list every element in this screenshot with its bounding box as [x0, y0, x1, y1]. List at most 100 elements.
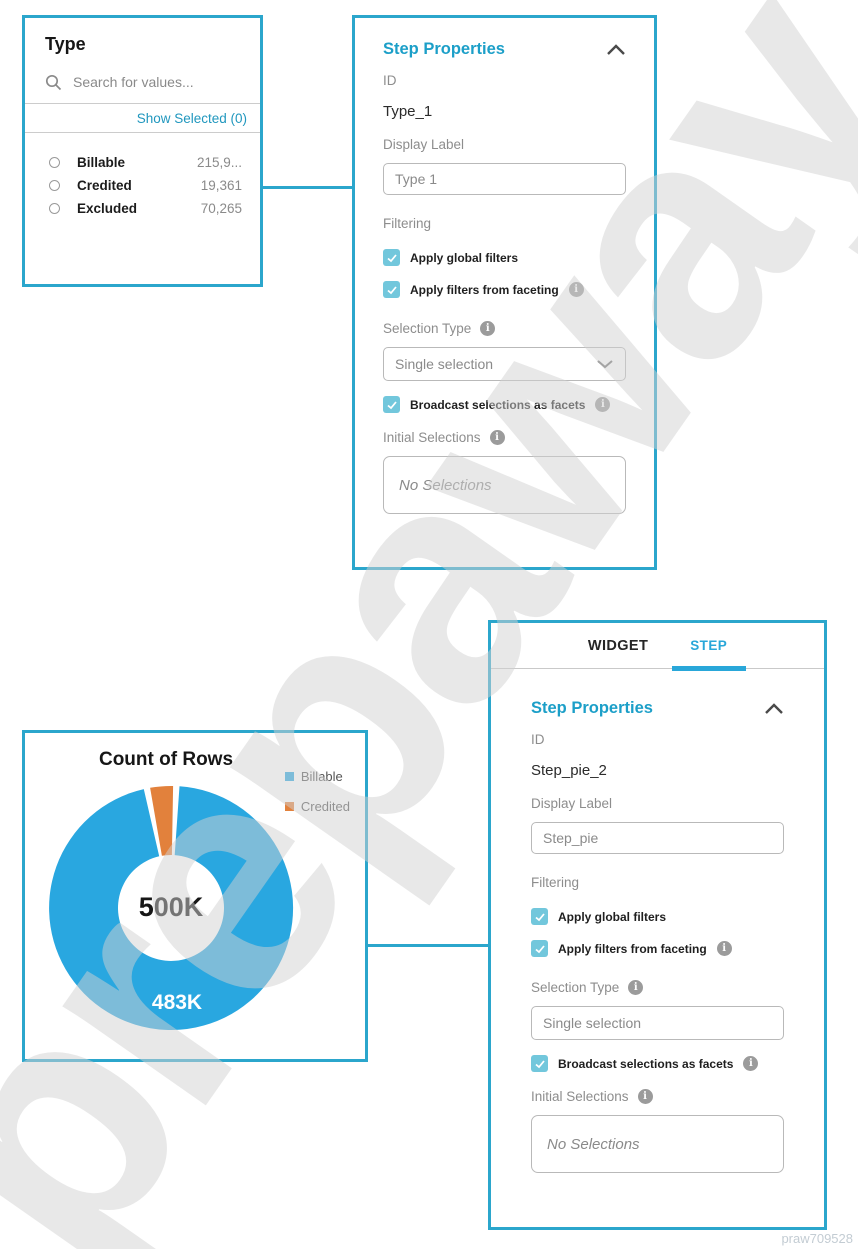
display-label: Display Label: [531, 796, 613, 811]
display-label-field[interactable]: Step_pie: [531, 822, 784, 854]
checkbox-label: Broadcast selections as facets: [558, 1056, 734, 1071]
checkbox-checked-icon[interactable]: [531, 940, 548, 957]
selection-type-dropdown[interactable]: Single selection: [531, 1006, 784, 1040]
legend-label: Billable: [300, 769, 343, 784]
selection-type-dropdown[interactable]: Single selection: [383, 347, 626, 381]
chevron-up-icon[interactable]: [764, 702, 784, 715]
checkbox-checked-icon[interactable]: [531, 908, 548, 925]
legend-swatch-icon: [284, 802, 294, 811]
info-icon[interactable]: [595, 397, 611, 412]
donut-chart-widget: Count of Rows Billable Credited 500K 483…: [22, 730, 368, 1062]
initial-selections-box[interactable]: No Selections: [531, 1115, 784, 1173]
panel-title: Step Properties: [531, 699, 653, 717]
id-value: Step_pie_2: [531, 762, 607, 779]
checkbox-checked-icon[interactable]: [383, 249, 400, 266]
info-icon[interactable]: [568, 282, 584, 297]
radio-icon[interactable]: [49, 180, 60, 191]
info-icon[interactable]: [637, 1089, 653, 1104]
selection-type-value: Single selection: [543, 1015, 642, 1031]
display-label-field[interactable]: Type 1: [383, 163, 626, 195]
checkbox-label: Apply filters from faceting: [410, 282, 559, 297]
divider: [25, 132, 260, 133]
checkbox-checked-icon[interactable]: [383, 281, 400, 298]
divider: [25, 103, 260, 104]
id-label: ID: [531, 732, 545, 747]
info-icon[interactable]: [480, 321, 496, 336]
radio-icon[interactable]: [49, 157, 60, 168]
display-label-value: Type 1: [395, 171, 438, 187]
selection-type-label: Selection Type: [531, 980, 620, 995]
list-item-count: 70,265: [200, 201, 242, 216]
list-item[interactable]: Excluded 70,265: [49, 201, 242, 216]
checkbox-label: Apply filters from faceting: [558, 941, 707, 956]
initial-selections-value: No Selections: [399, 476, 492, 494]
value-list: Billable 215,9... Credited 19,361 Exclud…: [25, 155, 260, 216]
initial-selections-value: No Selections: [547, 1135, 640, 1153]
list-item-label: Billable: [77, 155, 126, 170]
list-item-label: Credited: [77, 178, 132, 193]
widget-title: Type: [45, 34, 86, 54]
info-icon[interactable]: [743, 1056, 759, 1071]
list-item-count: 19,361: [200, 178, 242, 193]
donut-slice-value: 483K: [151, 991, 203, 1014]
checkbox-label: Broadcast selections as facets: [410, 397, 586, 412]
broadcast-selections-row: Broadcast selections as facets: [531, 1055, 784, 1072]
initial-selections-box[interactable]: No Selections: [383, 456, 626, 514]
donut-center-total: 500K: [138, 892, 204, 922]
legend-label: Credited: [300, 799, 350, 814]
selection-type-row: Selection Type: [383, 321, 626, 336]
checkbox-checked-icon[interactable]: [531, 1055, 548, 1072]
list-item[interactable]: Billable 215,9...: [49, 155, 242, 170]
initial-selections-row: Initial Selections: [531, 1089, 784, 1104]
chevron-down-icon: [596, 359, 614, 369]
checkbox-label: Apply global filters: [558, 909, 667, 924]
watermark-code: praw709528: [781, 1231, 853, 1246]
donut-slice-credited[interactable]: [150, 785, 174, 856]
broadcast-selections-row: Broadcast selections as facets: [383, 396, 626, 413]
info-icon[interactable]: [628, 980, 644, 995]
step-properties-panel-bottom: WIDGET STEP Step Properties ID Step_pie_…: [488, 620, 827, 1230]
search-input[interactable]: Search for values...: [45, 70, 240, 94]
connector-line-bottom: [368, 944, 488, 947]
apply-filters-faceting-row: Apply filters from faceting: [531, 940, 784, 957]
tab-widget[interactable]: WIDGET: [587, 637, 649, 654]
info-icon[interactable]: [716, 941, 732, 956]
initial-selections-label: Initial Selections: [383, 430, 481, 445]
connector-line-top: [263, 186, 352, 189]
search-placeholder: Search for values...: [73, 74, 194, 90]
selection-type-value: Single selection: [395, 356, 494, 372]
selection-type-row: Selection Type: [531, 980, 784, 995]
info-icon[interactable]: [489, 430, 505, 445]
initial-selections-row: Initial Selections: [383, 430, 626, 445]
checkbox-checked-icon[interactable]: [383, 396, 400, 413]
donut-chart: [49, 785, 294, 1031]
type-list-widget: Type Search for values... Show Selected …: [22, 15, 263, 287]
legend-swatch-icon: [284, 772, 294, 781]
legend-item-credited[interactable]: Credited: [284, 799, 350, 814]
tab-step[interactable]: STEP: [690, 623, 727, 668]
id-value: Type_1: [383, 103, 433, 120]
apply-filters-faceting-row: Apply filters from faceting: [383, 281, 626, 298]
panel-title: Step Properties: [383, 40, 505, 58]
chevron-up-icon[interactable]: [606, 43, 626, 56]
chart-title: Count of Rows: [98, 749, 234, 770]
selection-type-label: Selection Type: [383, 321, 472, 336]
filtering-label: Filtering: [383, 216, 432, 231]
checkbox-label: Apply global filters: [410, 250, 519, 265]
display-label: Display Label: [383, 137, 465, 152]
initial-selections-label: Initial Selections: [531, 1089, 629, 1104]
filtering-label: Filtering: [531, 875, 580, 890]
list-item-label: Excluded: [77, 201, 138, 216]
list-item[interactable]: Credited 19,361: [49, 178, 242, 193]
chart-legend: Billable Credited: [284, 769, 350, 814]
radio-icon[interactable]: [49, 203, 60, 214]
apply-global-filters-row: Apply global filters: [383, 249, 626, 266]
panel-tab-bar: WIDGET STEP: [491, 623, 824, 669]
show-selected-link[interactable]: Show Selected (0): [136, 111, 247, 126]
donut-slice-billable[interactable]: [49, 786, 294, 1031]
legend-item-billable[interactable]: Billable: [284, 769, 350, 784]
step-properties-panel-top: Step Properties ID Type_1 Display Label …: [352, 15, 657, 570]
apply-global-filters-row: Apply global filters: [531, 908, 784, 925]
list-item-count: 215,9...: [196, 155, 242, 170]
